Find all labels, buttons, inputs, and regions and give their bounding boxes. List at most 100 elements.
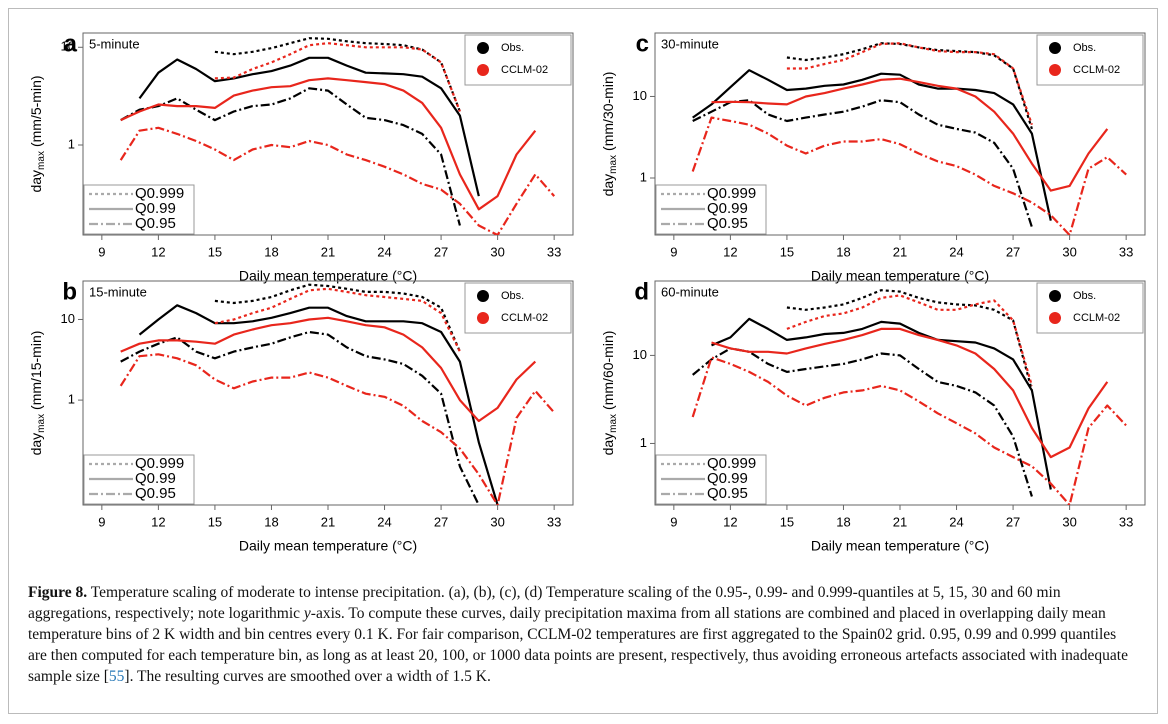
x-tick-label: 24 [949,514,963,529]
data-line [120,77,537,211]
legend-label: Q0.95 [135,215,176,232]
legend-label: Q0.99 [135,470,176,487]
x-tick-label: 18 [264,244,278,259]
caption-text: y [303,605,311,622]
x-tick-label: 24 [377,244,391,259]
y-label-text: day [28,170,44,193]
legend-marker [1049,312,1061,324]
y-tick-label: 10 [61,39,75,54]
x-tick-label: 21 [321,244,335,259]
data-line [138,56,480,197]
panel-label: c [636,30,649,57]
y-label-unit: (mm/30-min) [600,72,616,151]
data-line [691,116,1127,235]
data-line [120,330,480,505]
x-tick-label: 18 [836,244,850,259]
data-line [214,42,461,112]
figure: 9 12 15 18 21 24 27 30 33 1 10 Daily mean temperatu… [28,30,1146,554]
reference-link[interactable]: 55 [108,668,125,685]
data-line [120,316,537,423]
legend-label: Q0.999 [707,455,756,472]
x-tick-label: 27 [1006,514,1020,529]
legend-marker [1049,290,1061,302]
panel-title: 5-minute [89,36,140,51]
x-tick-label: 12 [151,514,165,529]
y-tick-label: 10 [633,347,647,362]
legend-marker [477,42,489,54]
y-label-text: day [28,433,44,456]
legend-label: Q0.95 [707,215,748,232]
figure-frame [8,8,1158,714]
panel-title: 15-minute [89,284,147,299]
y-label-unit: (mm/5-min) [28,75,44,147]
x-axis-label: Daily mean temperature (°C) [239,268,417,284]
x-tick-label: 27 [1006,244,1020,259]
legend-label: Obs. [501,42,524,54]
legend-label: Obs. [1073,290,1096,302]
x-axis-label: Daily mean temperature (°C) [811,538,989,554]
data-line [692,69,1052,221]
y-label-sub: max [36,151,47,170]
data-line [120,87,461,226]
legend-label: Q0.95 [135,485,176,502]
data-line [711,77,1109,192]
x-tick-label: 33 [1119,514,1133,529]
x-tick-label: 15 [208,244,222,259]
data-line [119,353,556,505]
y-tick-label: 1 [640,169,647,184]
legend-label: Q0.99 [135,200,176,217]
x-tick-label: 9 [98,514,105,529]
data-line [711,317,1052,490]
panel: 9 12 15 18 21 24 27 30 33 1 10 Daily mean temperatu… [28,30,574,284]
data-line [119,126,556,235]
x-tick-label: 18 [264,514,278,529]
x-tick-label: 30 [490,244,504,259]
caption-label: Figure 8. [28,584,88,601]
legend-label: CCLM-02 [1073,64,1120,76]
data-line [786,42,1033,126]
x-tick-label: 30 [490,514,504,529]
caption-text: ]. The resulting curves are smoothed ove… [124,668,491,685]
x-tick-label: 30 [1062,514,1076,529]
y-label-text: day [600,433,616,456]
y-axis-label: daymax (mm/15-min) [28,331,47,456]
y-tick-label: 1 [68,392,75,407]
x-tick-label: 30 [1062,244,1076,259]
legend-label: Q0.999 [135,455,184,472]
legend-marker [477,290,489,302]
y-axis-label: daymax (mm/60-min) [600,331,619,456]
x-tick-label: 9 [670,244,677,259]
legend-marker [1049,42,1061,54]
y-axis-label: daymax (mm/5-min) [28,75,47,192]
x-axis-label: Daily mean temperature (°C) [811,268,989,284]
data-line [711,327,1109,459]
x-tick-label: 15 [780,514,794,529]
caption-text: -axis. To compute these curves, daily pr… [28,605,1128,685]
panel-label: d [634,278,649,305]
panel-title: 30-minute [661,36,719,51]
legend-label: CCLM-02 [501,64,548,76]
legend-label: Q0.95 [707,485,748,502]
y-label-sub: max [608,414,619,433]
y-label-sub: max [608,155,619,174]
data-line [214,287,461,353]
y-tick-label: 10 [61,311,75,326]
y-label-sub: max [36,414,47,433]
legend-marker [477,312,489,324]
x-tick-label: 21 [321,514,335,529]
lines [119,283,556,505]
data-line [786,289,1033,391]
panel: 9 12 15 18 21 24 27 30 33 1 10 Daily mean temperatu… [600,30,1146,284]
caption: Figure 8. Temperature scaling of moderat… [28,582,1138,687]
x-tick-label: 33 [547,514,561,529]
legend-label: CCLM-02 [501,312,548,324]
legend-marker [1049,64,1061,76]
x-axis-label: Daily mean temperature (°C) [239,538,417,554]
panel-label: a [64,30,78,57]
x-tick-label: 33 [547,244,561,259]
x-tick-label: 21 [893,244,907,259]
legend-label: Q0.999 [135,185,184,202]
panel-label: b [62,278,77,305]
x-tick-label: 21 [893,514,907,529]
panel: 9 12 15 18 21 24 27 30 33 1 10 Daily mean temperatu… [28,278,574,554]
